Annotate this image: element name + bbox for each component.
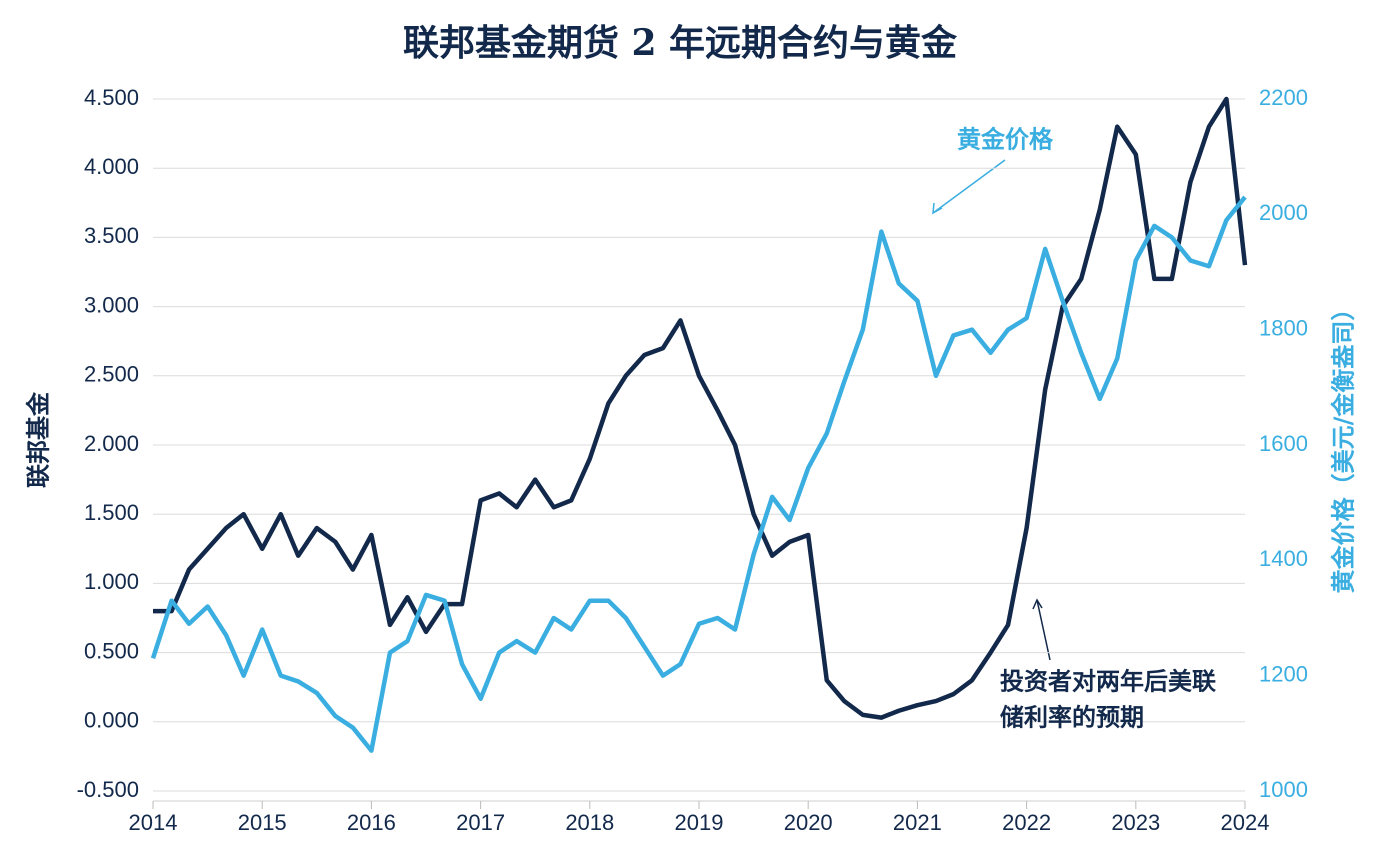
x-tick-label: 2022 [1002,810,1051,835]
y-tick-label: 1.000 [84,569,139,594]
y-tick-label: 4.000 [84,154,139,179]
x-tick-label: 2024 [1221,810,1270,835]
y2-tick-label: 2000 [1259,200,1308,225]
y-tick-label: 4.500 [84,85,139,110]
x-tick-label: 2015 [238,810,287,835]
arrow-head [932,202,943,215]
y-tick-label: 2.500 [84,362,139,387]
y-axis-label: 联邦基金 [24,391,53,488]
x-tick-label: 2017 [456,810,505,835]
y2-tick-label: 1600 [1259,431,1308,456]
y2-axis-label: 黄金价格（美元/金衡盎司） [1329,297,1358,594]
arrow-head [1032,598,1043,610]
annotation: 投资者对两年后美联 [1000,667,1216,696]
x-tick-label: 2020 [784,810,833,835]
y2-tick-label: 1800 [1259,315,1308,340]
y2-tick-label: 2200 [1259,85,1308,110]
x-tick-label: 2018 [565,810,614,835]
y-tick-label: -0.500 [77,777,139,802]
y2-tick-label: 1400 [1259,546,1308,571]
annotation: 储利率的预期 [1000,703,1144,732]
y-tick-label: 1.500 [84,500,139,525]
y2-tick-label: 1200 [1259,661,1308,686]
x-tick-label: 2021 [893,810,942,835]
chart-title: 联邦基金期货 2 年远期合约与黄金 [403,22,958,64]
y-tick-label: 0.500 [84,638,139,663]
y2-tick-label: 1000 [1259,777,1308,802]
y-tick-label: 2.000 [84,431,139,456]
annotation-arrow [1036,599,1051,661]
x-tick-label: 2019 [675,810,724,835]
annotation: 黄金价格 [957,125,1054,154]
y-tick-label: 3.000 [84,292,139,317]
x-tick-label: 2016 [347,810,396,835]
y-tick-label: 0.000 [84,708,139,733]
x-tick-label: 2023 [1111,810,1160,835]
annotation-arrow [932,159,1006,214]
series-line [150,195,1247,753]
x-tick-label: 2014 [129,810,178,835]
y-tick-label: 3.500 [84,223,139,248]
